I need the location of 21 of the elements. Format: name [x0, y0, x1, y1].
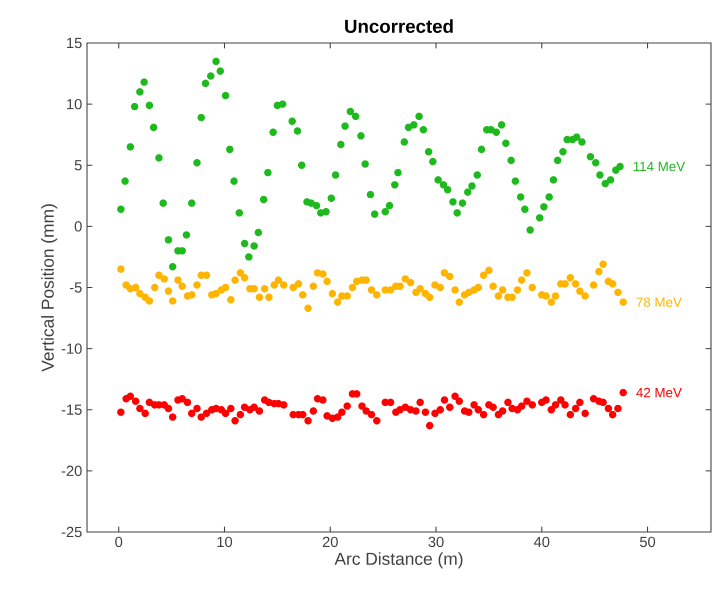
x-tick-label: 10 — [217, 536, 232, 548]
x-tick-label: 50 — [640, 536, 656, 548]
x-axis-title: Arc Distance (m) — [334, 552, 462, 568]
y-tick-label: 5 — [74, 160, 82, 170]
y-tick-label: 0 — [74, 221, 82, 232]
x-tick-label: 40 — [534, 536, 550, 548]
y-axis-title: Vertical Position (mm) — [41, 204, 58, 372]
x-tick-label: 30 — [428, 536, 444, 548]
x-tick-label: 20 — [322, 536, 338, 548]
y-tick-label: -20 — [62, 466, 82, 476]
y-tick-label: -10 — [62, 343, 82, 354]
series-label: 78 MeV — [636, 297, 682, 307]
y-tick-label: 10 — [67, 98, 82, 110]
y-tick-label: -5 — [70, 282, 82, 293]
x-tick-label: 0 — [115, 536, 122, 548]
y-tick-label: -15 — [62, 404, 82, 415]
series-label: 114 MeV — [634, 162, 686, 172]
y-tick-label: -25 — [62, 526, 82, 538]
y-tick-label: 15 — [67, 38, 82, 48]
chart-title: Uncorrected — [345, 19, 453, 33]
series-label: 42 MeV — [636, 388, 682, 398]
